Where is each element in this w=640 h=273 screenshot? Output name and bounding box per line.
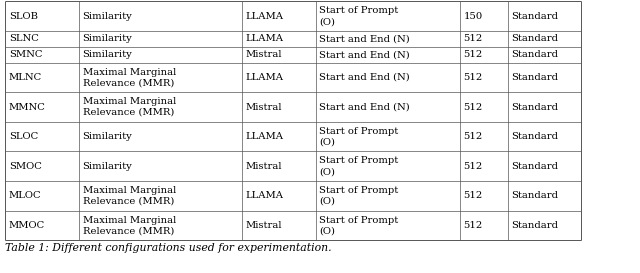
Text: LLAMA: LLAMA [246, 191, 284, 200]
Text: 512: 512 [463, 50, 483, 59]
Text: 150: 150 [463, 12, 483, 21]
Text: 512: 512 [463, 73, 483, 82]
Text: Standard: Standard [511, 191, 558, 200]
Text: Mistral: Mistral [246, 103, 282, 112]
Text: Start of Prompt
(O): Start of Prompt (O) [319, 127, 399, 147]
Text: Mistral: Mistral [246, 50, 282, 59]
Text: Start of Prompt
(O): Start of Prompt (O) [319, 216, 399, 235]
Text: LLAMA: LLAMA [246, 34, 284, 43]
Text: Standard: Standard [511, 162, 558, 171]
Text: SMOC: SMOC [9, 162, 42, 171]
Text: Table 1: Different configurations used for experimentation.: Table 1: Different configurations used f… [5, 243, 332, 253]
Text: Maximal Marginal
Relevance (MMR): Maximal Marginal Relevance (MMR) [83, 216, 176, 235]
Text: MMOC: MMOC [9, 221, 45, 230]
Text: Standard: Standard [511, 73, 558, 82]
Text: LLAMA: LLAMA [246, 12, 284, 21]
Text: 512: 512 [463, 103, 483, 112]
Text: Similarity: Similarity [83, 34, 132, 43]
Text: SLOC: SLOC [9, 132, 38, 141]
Text: Maximal Marginal
Relevance (MMR): Maximal Marginal Relevance (MMR) [83, 97, 176, 117]
Text: Standard: Standard [511, 132, 558, 141]
Text: MLNC: MLNC [9, 73, 42, 82]
Text: Start of Prompt
(O): Start of Prompt (O) [319, 186, 399, 206]
Text: MMNC: MMNC [9, 103, 46, 112]
Text: Standard: Standard [511, 34, 558, 43]
Text: Similarity: Similarity [83, 12, 132, 21]
Text: Start and End (N): Start and End (N) [319, 73, 410, 82]
Text: SLNC: SLNC [9, 34, 39, 43]
Text: 512: 512 [463, 34, 483, 43]
Text: SMNC: SMNC [9, 50, 42, 59]
Text: 512: 512 [463, 191, 483, 200]
Text: Standard: Standard [511, 221, 558, 230]
Text: Similarity: Similarity [83, 132, 132, 141]
Text: Similarity: Similarity [83, 162, 132, 171]
Text: 512: 512 [463, 162, 483, 171]
Text: Standard: Standard [511, 103, 558, 112]
Text: Maximal Marginal
Relevance (MMR): Maximal Marginal Relevance (MMR) [83, 186, 176, 206]
Text: Maximal Marginal
Relevance (MMR): Maximal Marginal Relevance (MMR) [83, 68, 176, 87]
Text: 512: 512 [463, 221, 483, 230]
Text: Start and End (N): Start and End (N) [319, 34, 410, 43]
Text: Start and End (N): Start and End (N) [319, 50, 410, 59]
Text: 512: 512 [463, 132, 483, 141]
Text: Similarity: Similarity [83, 50, 132, 59]
Text: Mistral: Mistral [246, 221, 282, 230]
Text: Start of Prompt
(O): Start of Prompt (O) [319, 156, 399, 176]
Text: SLOB: SLOB [9, 12, 38, 21]
Text: LLAMA: LLAMA [246, 73, 284, 82]
Text: Start and End (N): Start and End (N) [319, 103, 410, 112]
Text: LLAMA: LLAMA [246, 132, 284, 141]
Text: Standard: Standard [511, 12, 558, 21]
Text: Mistral: Mistral [246, 162, 282, 171]
Text: MLOC: MLOC [9, 191, 42, 200]
Text: Start of Prompt
(O): Start of Prompt (O) [319, 6, 399, 26]
Text: Standard: Standard [511, 50, 558, 59]
